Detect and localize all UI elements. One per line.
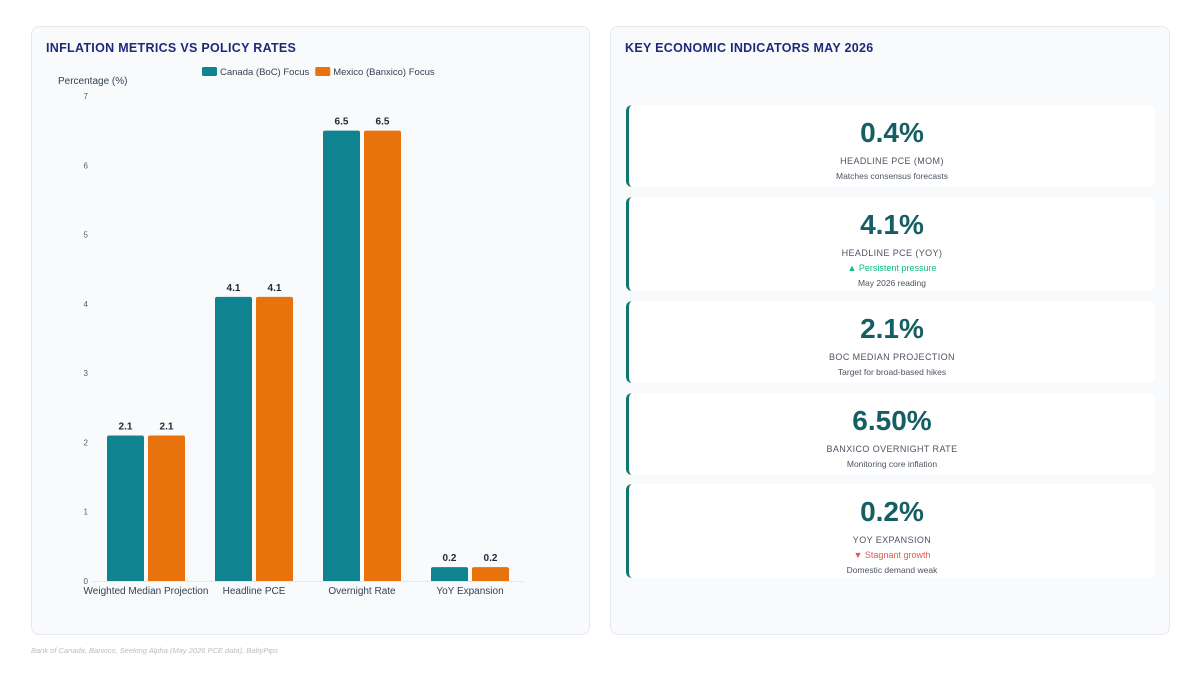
chart-panel: INFLATION METRICS VS POLICY RATES Percen…: [31, 26, 590, 635]
x-tick-label: YoY Expansion: [436, 586, 503, 597]
kpi-label: HEADLINE PCE (YOY): [841, 248, 943, 258]
bar: [148, 435, 185, 581]
indicators-title: KEY ECONOMIC INDICATORS MAY 2026: [625, 41, 874, 55]
kpi-value: 2.1%: [860, 313, 924, 344]
x-tick-label: Overnight Rate: [328, 586, 396, 597]
kpi-label: BOC MEDIAN PROJECTION: [829, 352, 955, 362]
bar-value-label: 0.2: [443, 553, 457, 564]
kpi-note: Monitoring core inflation: [846, 459, 938, 469]
legend-swatch: [315, 67, 331, 76]
kpi-card-banxico-overnight-rate: 6.50% BANXICO OVERNIGHT RATE Monitoring …: [626, 393, 1155, 475]
x-tick-label: Headline PCE: [223, 586, 286, 597]
y-tick-label: 6: [84, 161, 89, 170]
bar-value-label: 4.1: [268, 283, 282, 294]
kpi-value: 0.2%: [860, 496, 924, 527]
kpi-card-headline-pce-yoy: 4.1% HEADLINE PCE (YOY) ▲ Persistent pre…: [626, 197, 1155, 291]
kpi-card-headline-pce-mom: 0.4% HEADLINE PCE (MOM) Matches consensu…: [626, 105, 1155, 187]
source-note: Bank of Canada, Banxico, Seeking Alpha (…: [31, 646, 278, 655]
kpi-label: HEADLINE PCE (MOM): [840, 156, 944, 166]
bar-value-label: 6.5: [335, 117, 349, 128]
kpi-note: Matches consensus forecasts: [836, 171, 948, 181]
x-tick-label: Weighted Median Projection: [84, 586, 209, 597]
y-tick-label: 5: [84, 231, 89, 240]
kpi-label: YOY EXPANSION: [852, 535, 932, 545]
kpi-value: 6.50%: [852, 405, 932, 436]
bar: [364, 130, 401, 581]
bar-chart: Percentage (%) 0 1 2 3 4 5 6 7 Canada (BoC) Focus…: [58, 67, 524, 597]
legend-label: Canada (BoC) Focus: [220, 67, 309, 78]
kpi-card-yoy-expansion: 0.2% YOY EXPANSION ▼ Stagnant growth Dom…: [626, 484, 1155, 578]
bar: [472, 567, 509, 581]
bar-value-label: 4.1: [227, 283, 241, 294]
kpi-value: 4.1%: [860, 209, 924, 240]
y-tick-label: 1: [84, 508, 89, 517]
kpi-trend-up: ▲ Persistent pressure: [847, 263, 937, 273]
bar: [215, 296, 252, 581]
bar: [323, 130, 360, 581]
kpi-note: Domestic demand weak: [846, 565, 938, 575]
indicators-panel: KEY ECONOMIC INDICATORS MAY 2026 0.4% HE…: [610, 26, 1170, 635]
y-axis-label: Percentage (%): [58, 76, 127, 87]
kpi-note: Target for broad-based hikes: [837, 367, 947, 377]
y-tick-label: 2: [84, 438, 89, 447]
bar: [431, 567, 468, 581]
kpi-label: BANXICO OVERNIGHT RATE: [826, 444, 958, 454]
y-tick-label: 0: [84, 577, 89, 586]
bar-value-label: 0.2: [484, 553, 498, 564]
kpi-note: May 2026 reading: [857, 278, 927, 288]
bar-value-label: 2.1: [119, 422, 133, 433]
y-tick-label: 4: [84, 300, 89, 309]
legend-swatch: [202, 67, 217, 76]
bar-value-label: 2.1: [160, 422, 174, 433]
bar-value-label: 6.5: [376, 117, 390, 128]
bar: [107, 435, 144, 581]
bar: [256, 296, 293, 581]
y-tick-label: 3: [84, 369, 89, 378]
kpi-value: 0.4%: [860, 117, 924, 148]
chart-title: INFLATION METRICS VS POLICY RATES: [46, 41, 297, 55]
kpi-card-boc-median-projection: 2.1% BOC MEDIAN PROJECTION Target for br…: [626, 301, 1155, 383]
kpi-trend-down: ▼ Stagnant growth: [853, 550, 931, 560]
y-tick-label: 7: [84, 92, 89, 101]
legend-label: Mexico (Banxico) Focus: [333, 67, 435, 78]
